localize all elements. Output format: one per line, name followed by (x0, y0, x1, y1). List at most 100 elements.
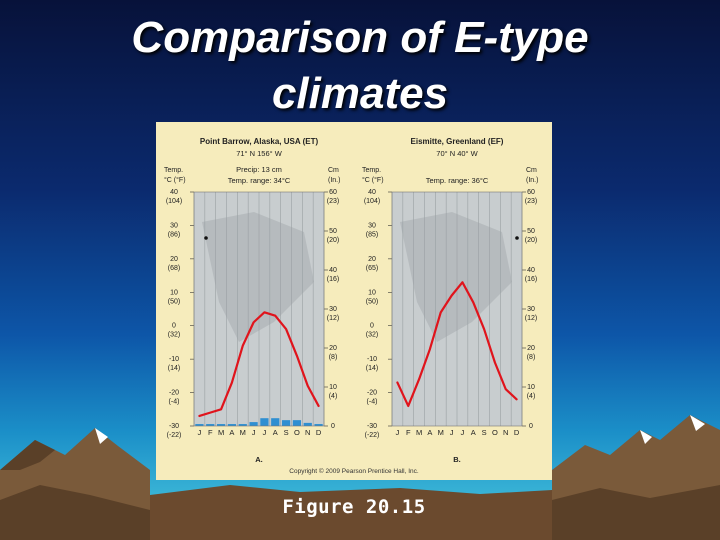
month-label: F (208, 428, 213, 437)
station-coordinates: 71° N 156° W (236, 149, 283, 158)
precip-tick-label-in: (12) (525, 315, 537, 322)
temp-tick-label: 10 (368, 289, 376, 296)
month-label: F (406, 428, 411, 437)
temp-tick-label: 30 (170, 222, 178, 229)
month-label: M (218, 428, 224, 437)
station-stat: Precip: 13 cm (236, 165, 282, 174)
temp-axis-header: °C (°F) (164, 176, 186, 184)
station-stat: Temp. range: 34°C (228, 176, 291, 185)
precip-tick-label-in: (8) (527, 354, 536, 361)
temp-tick-label-f: (14) (168, 365, 180, 372)
temp-tick-label-f: (86) (168, 231, 180, 238)
precip-tick-label: 20 (329, 345, 337, 352)
temp-tick-label-f: (-4) (367, 399, 378, 406)
precip-tick-label: 0 (529, 423, 533, 430)
month-label: O (492, 428, 498, 437)
climate-figure: Point Barrow, Alaska, USA (ET) 71° N 156°… (156, 122, 552, 480)
copyright-note: Copyright © 2009 Pearson Prentice Hall, … (289, 467, 419, 475)
precip-tick-label-in: (8) (329, 354, 338, 361)
precip-tick-label-in: (16) (327, 276, 339, 283)
precip-bar (260, 418, 269, 426)
temperature-line (198, 311, 320, 418)
panel-label: B. (453, 455, 461, 464)
temp-tick-label: -30 (169, 423, 179, 430)
temp-axis-header: °C (°F) (362, 176, 384, 184)
temp-tick-label: 10 (170, 289, 178, 296)
month-label: A (471, 428, 476, 437)
precip-tick-label-in: (4) (527, 393, 536, 400)
title-line-2: climates (271, 69, 449, 118)
climograph-point-barrow: Point Barrow, Alaska, USA (ET) 71° N 156°… (164, 137, 340, 464)
precip-tick-label-in: (23) (327, 198, 339, 205)
precip-axis-header: (In.) (526, 177, 538, 184)
station-title: Eismitte, Greenland (EF) (411, 137, 504, 146)
precip-bar (238, 424, 247, 426)
precip-tick-label: 20 (527, 345, 535, 352)
precip-tick-label: 60 (329, 189, 337, 196)
station-coordinates: 70° N 40° W (436, 149, 478, 158)
temp-tick-label-f: (32) (168, 332, 180, 339)
temp-tick-label-f: (104) (364, 198, 380, 205)
month-label: A (427, 428, 432, 437)
temp-tick-label: -30 (367, 423, 377, 430)
temp-tick-label: 20 (170, 256, 178, 263)
precip-tick-label: 30 (527, 306, 535, 313)
panel-label: A. (255, 455, 263, 464)
station-stat: Temp. range: 36°C (426, 176, 489, 185)
month-label: A (229, 428, 234, 437)
temperature-line (396, 281, 518, 408)
map-landmass (202, 212, 314, 342)
month-label: D (316, 428, 322, 437)
station-marker (515, 236, 519, 240)
climograph-eismitte: Eismitte, Greenland (EF) 70° N 40° W Temp.… (362, 137, 538, 464)
month-label: J (396, 428, 400, 437)
precip-bar (195, 424, 204, 426)
precip-tick-label: 50 (527, 228, 535, 235)
month-label: N (503, 428, 508, 437)
month-label: A (273, 428, 278, 437)
temp-tick-label-f: (50) (168, 298, 180, 305)
temp-tick-label: 0 (172, 323, 176, 330)
plot-frame (193, 191, 325, 427)
precip-bar (314, 424, 323, 426)
precip-bar (303, 422, 312, 426)
precip-tick-label-in: (12) (327, 315, 339, 322)
month-label: J (461, 428, 465, 437)
temp-tick-label-f: (14) (366, 365, 378, 372)
temp-tick-label: -20 (367, 390, 377, 397)
precip-bar (227, 424, 237, 426)
precip-tick-label: 50 (329, 228, 337, 235)
month-label: M (438, 428, 444, 437)
month-label: J (252, 428, 256, 437)
temp-tick-label-f: (32) (366, 332, 378, 339)
precip-tick-label: 40 (527, 267, 535, 274)
temp-tick-label-f: (68) (168, 265, 180, 272)
precip-axis-header: (In.) (328, 177, 340, 184)
month-label: N (305, 428, 310, 437)
month-label: M (416, 428, 422, 437)
temp-tick-label: -10 (169, 356, 179, 363)
temp-tick-label-f: (-22) (167, 432, 182, 439)
precip-tick-label-in: (4) (329, 393, 338, 400)
plot-frame (391, 191, 523, 427)
precip-tick-label: 40 (329, 267, 337, 274)
temp-tick-label: -20 (169, 390, 179, 397)
temp-axis-header: Temp. (362, 167, 381, 174)
temp-tick-label: 30 (368, 222, 376, 229)
precip-tick-label: 10 (329, 384, 337, 391)
precip-tick-label-in: (20) (525, 237, 537, 244)
temp-tick-label: 20 (368, 256, 376, 263)
temp-tick-label: -10 (367, 356, 377, 363)
station-title: Point Barrow, Alaska, USA (ET) (200, 137, 319, 146)
precip-tick-label-in: (20) (327, 237, 339, 244)
precip-tick-label: 0 (331, 423, 335, 430)
figure-caption: Figure 20.15 (282, 496, 426, 518)
month-label: M (240, 428, 246, 437)
temp-tick-label-f: (65) (366, 265, 378, 272)
precip-tick-label-in: (16) (525, 276, 537, 283)
month-label: S (482, 428, 487, 437)
precip-bar (281, 420, 291, 426)
precip-bar (292, 420, 302, 426)
precip-bar (216, 424, 226, 426)
